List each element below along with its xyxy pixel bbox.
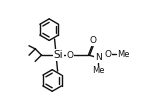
Text: O: O <box>66 51 73 60</box>
Text: Me: Me <box>92 66 105 75</box>
Text: O: O <box>104 50 111 59</box>
Text: Si: Si <box>54 50 63 60</box>
Text: O: O <box>90 36 96 45</box>
Text: Me: Me <box>117 50 129 59</box>
Text: N: N <box>95 53 102 62</box>
